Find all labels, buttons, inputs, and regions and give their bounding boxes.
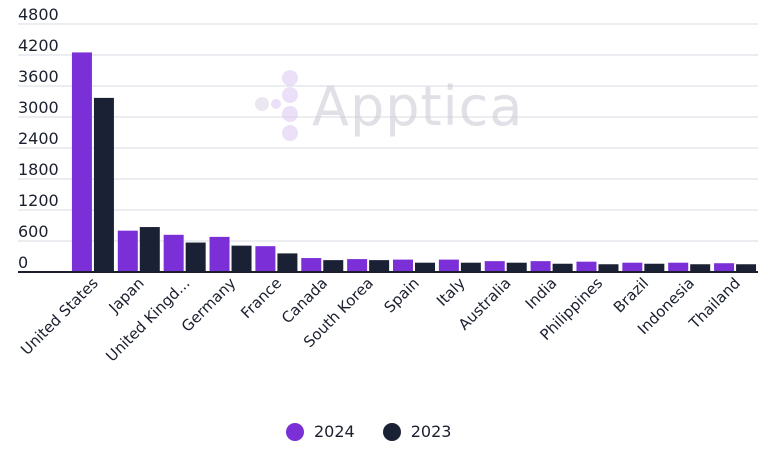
y-tick-label: 3000	[18, 98, 59, 117]
bar-2024-2[interactable]	[163, 234, 184, 272]
y-tick-label: 0	[18, 253, 28, 272]
legend-swatch-2023	[382, 422, 401, 441]
bar-2023-8[interactable]	[460, 262, 481, 272]
x-tick-label: Japan	[105, 274, 148, 317]
bar-2024-8[interactable]	[438, 259, 459, 272]
x-tick-label: United States	[17, 274, 102, 359]
bar-2023-2[interactable]	[185, 242, 206, 272]
bar-2024-0[interactable]	[71, 52, 92, 272]
bar-2024-13[interactable]	[668, 262, 689, 272]
bar-2024-1[interactable]	[117, 230, 138, 272]
bar-2024-7[interactable]	[393, 259, 413, 272]
bar-2023-13[interactable]	[690, 264, 711, 272]
bar-2023-10[interactable]	[552, 263, 573, 272]
bars	[71, 52, 757, 272]
bar-2024-12[interactable]	[622, 262, 643, 272]
bar-2024-11[interactable]	[576, 261, 597, 272]
bar-2024-14[interactable]	[714, 263, 735, 272]
x-tick-label: Italy	[433, 274, 469, 310]
bar-2023-1[interactable]	[139, 227, 160, 272]
bar-2023-0[interactable]	[93, 97, 114, 272]
y-tick-label: 1200	[18, 191, 59, 210]
watermark-text: Apptica	[312, 74, 524, 138]
y-tick-label: 4800	[18, 5, 59, 24]
bar-2023-11[interactable]	[598, 264, 619, 272]
bar-2024-3[interactable]	[209, 236, 230, 272]
bar-2024-5[interactable]	[301, 258, 322, 272]
legend: 2024 2023	[286, 422, 451, 441]
y-axis-ticks: 0 600 1200 1800 2400 3000 3600 4200 4800	[18, 5, 59, 272]
bar-2023-7[interactable]	[415, 262, 435, 272]
y-tick-label: 1800	[18, 160, 59, 179]
y-tick-label: 2400	[18, 129, 59, 148]
legend-item-2024[interactable]: 2024	[286, 422, 355, 441]
bar-2023-14[interactable]	[736, 264, 757, 272]
legend-swatch-2024	[286, 422, 304, 441]
bar-2024-10[interactable]	[530, 261, 551, 272]
bar-2024-9[interactable]	[484, 261, 505, 272]
bar-2023-6[interactable]	[369, 260, 390, 272]
x-tick-label: Spain	[380, 274, 422, 316]
y-tick-label: 4200	[18, 36, 59, 55]
legend-label-2023: 2023	[410, 422, 452, 441]
apptica-logo-icon	[255, 70, 298, 141]
legend-item-2023[interactable]: 2023	[382, 422, 452, 441]
legend-label-2024: 2024	[314, 422, 355, 441]
x-tick-label: Brazil	[610, 274, 652, 316]
bar-2023-4[interactable]	[277, 253, 298, 272]
bar-2024-4[interactable]	[255, 246, 276, 272]
bar-2024-6[interactable]	[347, 259, 368, 272]
bar-2023-9[interactable]	[506, 262, 527, 272]
bar-2023-3[interactable]	[231, 245, 252, 272]
apptica-watermark: Apptica	[252, 70, 523, 142]
y-tick-label: 600	[18, 222, 49, 241]
bar-2023-5[interactable]	[323, 260, 344, 272]
x-tick-label: India	[522, 274, 561, 313]
y-tick-label: 3600	[18, 67, 59, 86]
bar-2023-12[interactable]	[644, 263, 665, 272]
